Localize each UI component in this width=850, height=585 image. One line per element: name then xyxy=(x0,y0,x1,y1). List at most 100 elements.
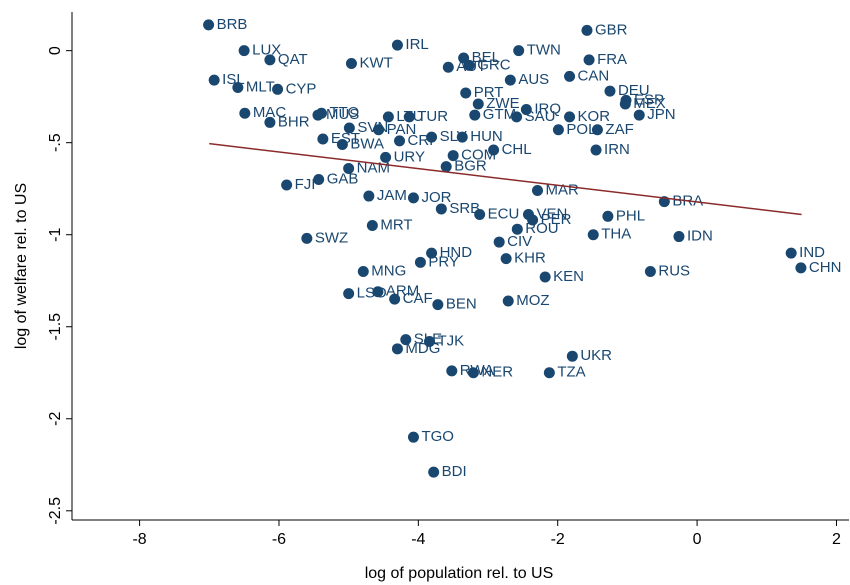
point-label: BDI xyxy=(442,463,467,480)
point-label: CAF xyxy=(403,290,433,307)
point-label: BEL xyxy=(472,49,500,66)
point xyxy=(203,19,215,31)
point xyxy=(513,45,525,57)
point xyxy=(532,185,544,197)
point-label: BHR xyxy=(278,113,310,130)
point xyxy=(391,343,403,355)
y-tick-label: -2.5 xyxy=(47,497,64,525)
point xyxy=(317,133,329,145)
point-label: FRA xyxy=(597,51,627,68)
point xyxy=(382,111,394,123)
point-label: MRT xyxy=(380,216,412,233)
point-label: VEN xyxy=(536,205,567,222)
point xyxy=(400,334,412,346)
point xyxy=(520,104,532,116)
point-label: HUN xyxy=(470,128,503,145)
point-label: IND xyxy=(799,244,825,261)
point-label: IRQ xyxy=(534,101,561,118)
point-label: AUS xyxy=(518,71,549,88)
point xyxy=(336,139,348,151)
x-tick-label: -4 xyxy=(411,531,425,548)
point xyxy=(315,107,327,119)
point-label: HND xyxy=(440,244,473,261)
y-tick-label: 0 xyxy=(47,46,64,55)
point xyxy=(539,271,551,283)
point xyxy=(463,59,475,71)
point xyxy=(407,431,419,443)
point xyxy=(619,98,631,110)
point xyxy=(566,350,578,362)
point-label: TTO xyxy=(329,104,359,121)
point-label: BEN xyxy=(446,296,477,313)
point xyxy=(446,365,458,377)
point xyxy=(426,131,438,143)
point xyxy=(604,85,616,97)
point xyxy=(435,203,447,215)
point xyxy=(502,295,514,307)
point-label: MEX xyxy=(633,95,666,112)
x-tick-label: -2 xyxy=(551,531,565,548)
point xyxy=(602,210,614,222)
point xyxy=(583,54,595,66)
point xyxy=(414,256,426,268)
point-label: RUS xyxy=(658,262,690,279)
point-label: TWN xyxy=(527,42,561,59)
point-label: NER xyxy=(481,364,513,381)
point xyxy=(264,116,276,128)
point xyxy=(587,229,599,241)
point-label: ROU xyxy=(525,220,558,237)
point-label: GTM xyxy=(483,106,516,123)
point xyxy=(407,192,419,204)
point xyxy=(633,109,645,121)
point xyxy=(343,162,355,174)
y-axis-title: log of welfare rel. to US xyxy=(13,183,30,349)
point xyxy=(467,367,479,379)
point xyxy=(795,262,807,274)
x-axis-title: log of population rel. to US xyxy=(365,565,554,582)
point xyxy=(345,58,357,70)
point-label: MAC xyxy=(253,104,287,121)
point xyxy=(442,61,454,73)
y-tick-label: -1.5 xyxy=(47,313,64,341)
point-label: FJI xyxy=(295,176,316,193)
point-label: MUS xyxy=(326,106,359,123)
point xyxy=(428,466,440,478)
point-label: ZAF xyxy=(605,121,633,138)
point xyxy=(264,54,276,66)
point-label: CIV xyxy=(507,233,532,250)
point-label: SRB xyxy=(449,200,480,217)
point-label: PHL xyxy=(616,207,645,224)
point xyxy=(372,286,384,298)
point xyxy=(493,236,505,248)
point xyxy=(500,253,512,265)
y-tick-label: -1 xyxy=(47,227,64,241)
point-label: JOR xyxy=(421,189,451,206)
point xyxy=(343,122,355,134)
point-label: IRN xyxy=(604,141,630,158)
point xyxy=(391,39,403,51)
point-label: PRY xyxy=(428,253,459,270)
point-label: SWZ xyxy=(315,229,348,246)
point xyxy=(591,124,603,136)
point-label: PRT xyxy=(474,84,504,101)
point-label: CHN xyxy=(809,259,842,276)
point xyxy=(426,247,438,259)
point-label: BWA xyxy=(350,135,384,152)
point xyxy=(366,220,378,232)
point xyxy=(511,111,523,123)
point-label: CYP xyxy=(286,80,317,97)
point-label: IRL xyxy=(405,36,428,53)
point xyxy=(432,299,444,311)
point xyxy=(272,83,284,95)
point-label: KOR xyxy=(578,108,611,125)
point-label: PER xyxy=(541,211,572,228)
point xyxy=(527,214,539,226)
point xyxy=(423,335,435,347)
point xyxy=(239,107,251,119)
point xyxy=(238,45,250,57)
point-label: ECU xyxy=(488,205,520,222)
point-label: LUX xyxy=(252,42,281,59)
point-label: THA xyxy=(601,226,631,243)
point xyxy=(511,223,523,235)
